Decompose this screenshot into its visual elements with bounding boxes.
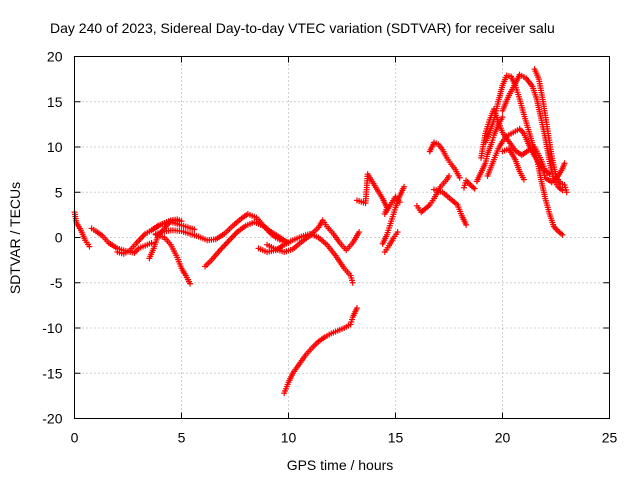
x-tick-label: 5 [178, 430, 186, 446]
data-point [559, 231, 566, 238]
y-tick-label: 5 [55, 184, 63, 200]
data-point [561, 160, 568, 167]
y-tick-label: 10 [47, 139, 63, 155]
data-point [356, 229, 363, 236]
y-tick-label: 0 [55, 230, 63, 246]
chart-title: Day 240 of 2023, Sidereal Day-to-day VTE… [50, 20, 555, 36]
y-tick-label: -5 [50, 275, 63, 291]
y-tick-label: -15 [42, 365, 62, 381]
data-point [559, 187, 566, 194]
x-tick-label: 0 [71, 430, 79, 446]
data-point [394, 229, 401, 236]
data-point [499, 114, 506, 121]
x-tick-label: 20 [495, 430, 511, 446]
data-point [456, 174, 463, 181]
tick-labels-layer: 0 5 10 15 20 25 -20 -15 -10 -5 0 5 10 15 20 [42, 49, 617, 446]
data-point [86, 243, 93, 250]
y-axis-title: SDTVAR / TECUs [7, 182, 23, 294]
x-axis-title: GPS time / hours [287, 457, 394, 473]
data-point [349, 279, 356, 286]
data-point [446, 172, 452, 179]
y-tick-label: -10 [42, 320, 62, 336]
y-tick-label: 20 [47, 49, 63, 65]
data-points-layer [71, 66, 570, 397]
data-point [471, 185, 478, 192]
y-tick-label: 15 [47, 94, 63, 110]
data-point [187, 280, 194, 287]
data-point [401, 183, 408, 190]
data-point [148, 239, 155, 246]
data-point [463, 221, 470, 228]
data-point [353, 305, 360, 312]
data-point [563, 189, 570, 196]
data-point [520, 176, 527, 183]
x-tick-label: 15 [388, 430, 404, 446]
data-point [191, 226, 198, 233]
x-tick-label: 10 [281, 430, 297, 446]
y-tick-label: -20 [42, 411, 62, 427]
x-tick-label: 25 [602, 430, 618, 446]
data-point [546, 171, 553, 178]
